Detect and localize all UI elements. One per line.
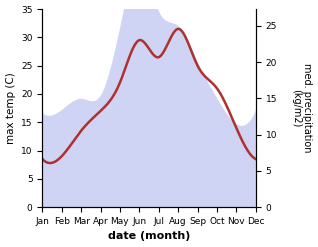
- X-axis label: date (month): date (month): [108, 231, 190, 242]
- Y-axis label: max temp (C): max temp (C): [5, 72, 16, 144]
- Y-axis label: med. precipitation
(kg/m2): med. precipitation (kg/m2): [291, 63, 313, 153]
